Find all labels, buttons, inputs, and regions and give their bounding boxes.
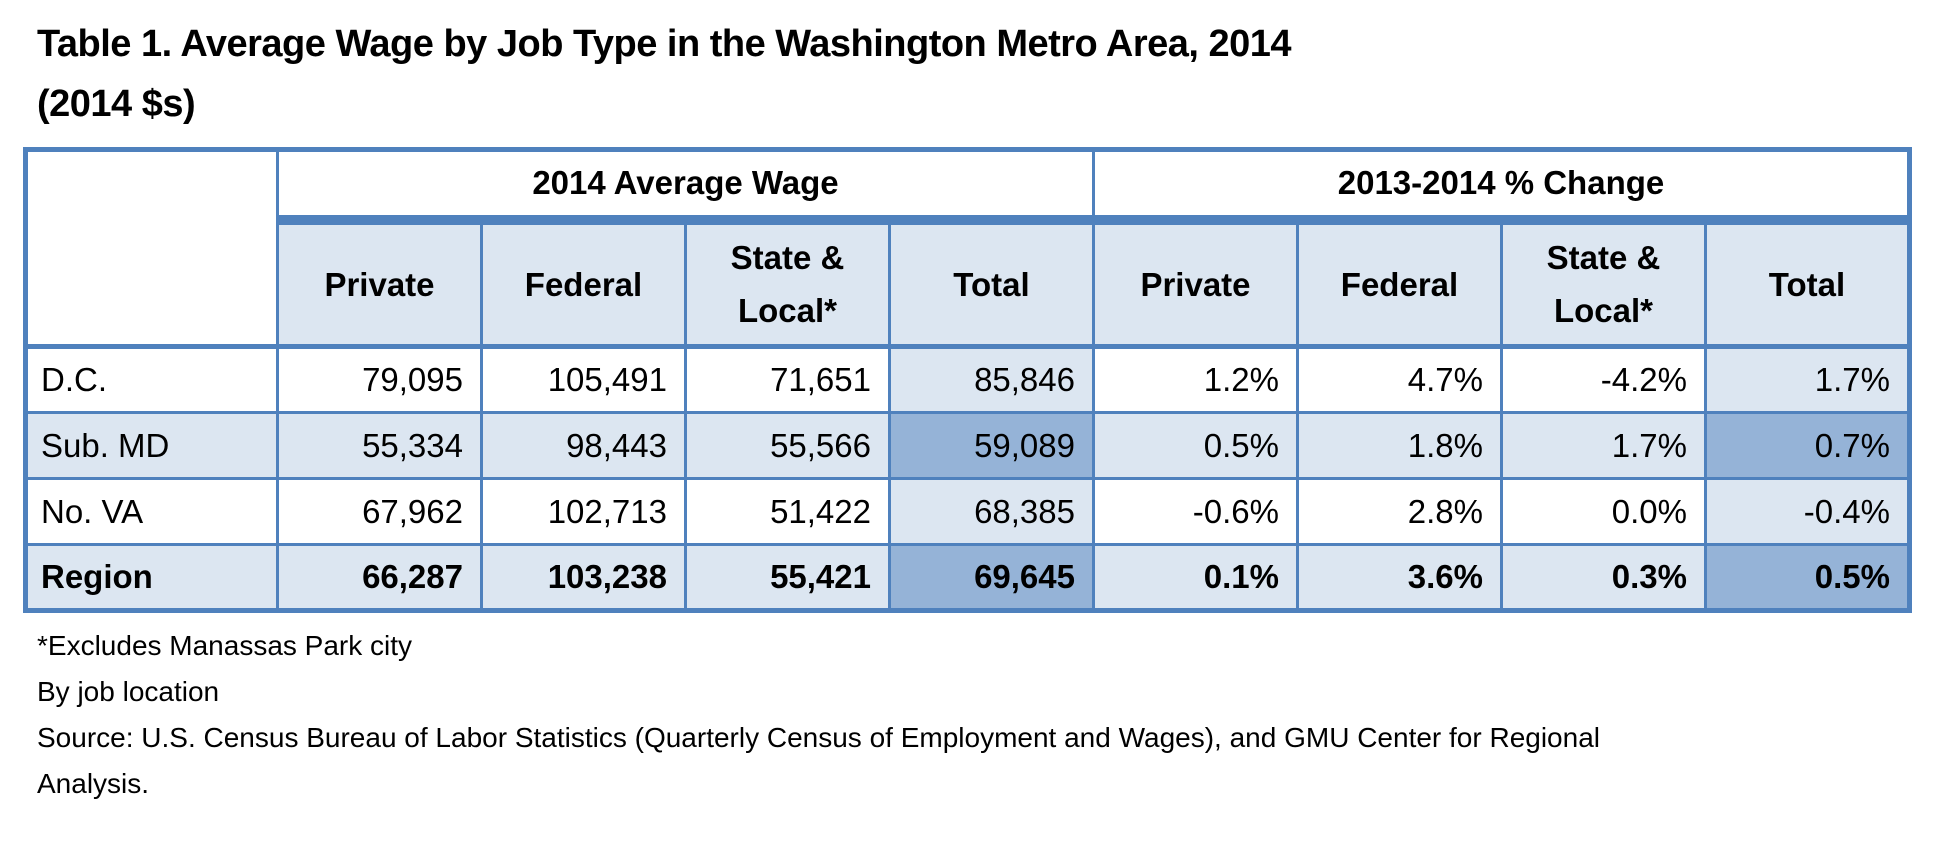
cell-dc-pct-private: 1.2% xyxy=(1092,345,1299,414)
table-title-line1: Table 1. Average Wage by Job Type in the… xyxy=(37,23,1292,65)
cell-submd-wage-state-local: 55,566 xyxy=(684,411,891,480)
cell-submd-wage-federal: 98,443 xyxy=(480,411,687,480)
cell-region-wage-state-local: 55,421 xyxy=(684,543,891,612)
cell-region-wage-private: 66,287 xyxy=(276,543,483,612)
cell-submd-pct-state-local: 1.7% xyxy=(1500,411,1707,480)
table-row-no-va: No. VA 67,962 102,713 51,422 68,385 -0.6… xyxy=(24,477,1911,546)
cell-dc-wage-total: 85,846 xyxy=(888,345,1095,414)
cell-submd-pct-federal: 1.8% xyxy=(1296,411,1503,480)
cell-dc-pct-state-local: -4.2% xyxy=(1500,345,1707,414)
cell-dc-wage-private: 79,095 xyxy=(276,345,483,414)
cell-region-wage-federal: 103,238 xyxy=(480,543,687,612)
group-header-row: 2014 Average Wage 2013-2014 % Change xyxy=(24,148,1911,349)
col-header-wage-federal: Federal xyxy=(480,214,687,349)
cell-dc-wage-federal: 105,491 xyxy=(480,345,687,414)
col-header-wage-state-local: State & Local* xyxy=(684,214,891,349)
footnotes: *Excludes Manassas Park city By job loca… xyxy=(37,623,1946,807)
cell-nova-pct-private: -0.6% xyxy=(1092,477,1299,546)
cell-submd-pct-total: 0.7% xyxy=(1704,411,1911,480)
col-header-wage-private: Private xyxy=(276,214,483,349)
footnote-source-line2: Analysis. xyxy=(37,768,150,799)
col-header-pct-federal: Federal xyxy=(1296,214,1503,349)
cell-nova-pct-total: -0.4% xyxy=(1704,477,1911,546)
col-header-pct-state-local: State & Local* xyxy=(1500,214,1707,349)
cell-nova-wage-total: 68,385 xyxy=(888,477,1095,546)
column-header-row: Private Federal State & Local* Total Pri… xyxy=(26,214,1911,349)
table-title: Table 1. Average Wage by Job Type in the… xyxy=(37,14,1946,134)
group-header-2013-2014-pct-change: 2013-2014 % Change xyxy=(1092,148,1911,225)
table-row-sub-md: Sub. MD 55,334 98,443 55,566 59,089 0.5%… xyxy=(24,411,1911,480)
corner-cell xyxy=(24,148,279,349)
cell-region-pct-federal: 3.6% xyxy=(1296,543,1503,612)
cell-region-wage-total: 69,645 xyxy=(888,543,1095,612)
row-label-no-va: No. VA xyxy=(24,477,279,546)
average-wage-table: 2014 Average Wage 2013-2014 % Change Pri… xyxy=(23,147,1912,613)
cell-dc-wage-state-local: 71,651 xyxy=(684,345,891,414)
cell-nova-wage-private: 67,962 xyxy=(276,477,483,546)
col-header-pct-private: Private xyxy=(1092,214,1299,349)
cell-nova-wage-federal: 102,713 xyxy=(480,477,687,546)
table-row-dc: D.C. 79,095 105,491 71,651 85,846 1.2% 4… xyxy=(24,345,1911,414)
row-label-dc: D.C. xyxy=(24,345,279,414)
footnote-source-line1: Source: U.S. Census Bureau of Labor Stat… xyxy=(37,722,1600,753)
footnote-excludes-manassas: *Excludes Manassas Park city xyxy=(37,630,413,661)
row-label-region: Region xyxy=(24,543,279,612)
table-row-region: Region 66,287 103,238 55,421 69,645 0.1%… xyxy=(24,543,1911,612)
col-header-pct-total: Total xyxy=(1704,214,1911,349)
cell-nova-pct-state-local: 0.0% xyxy=(1500,477,1707,546)
cell-dc-pct-federal: 4.7% xyxy=(1296,345,1503,414)
cell-region-pct-total: 0.5% xyxy=(1704,543,1911,612)
cell-region-pct-state-local: 0.3% xyxy=(1500,543,1707,612)
cell-dc-pct-total: 1.7% xyxy=(1704,345,1911,414)
row-label-sub-md: Sub. MD xyxy=(24,411,279,480)
col-header-wage-total: Total xyxy=(888,214,1095,349)
table-title-line2: (2014 $s) xyxy=(37,83,196,125)
group-header-2014-average-wage: 2014 Average Wage xyxy=(276,148,1095,225)
cell-submd-pct-private: 0.5% xyxy=(1092,411,1299,480)
cell-nova-pct-federal: 2.8% xyxy=(1296,477,1503,546)
cell-submd-wage-private: 55,334 xyxy=(276,411,483,480)
footnote-by-job-location: By job location xyxy=(37,676,220,707)
cell-nova-wage-state-local: 51,422 xyxy=(684,477,891,546)
cell-region-pct-private: 0.1% xyxy=(1092,543,1299,612)
cell-submd-wage-total: 59,089 xyxy=(888,411,1095,480)
